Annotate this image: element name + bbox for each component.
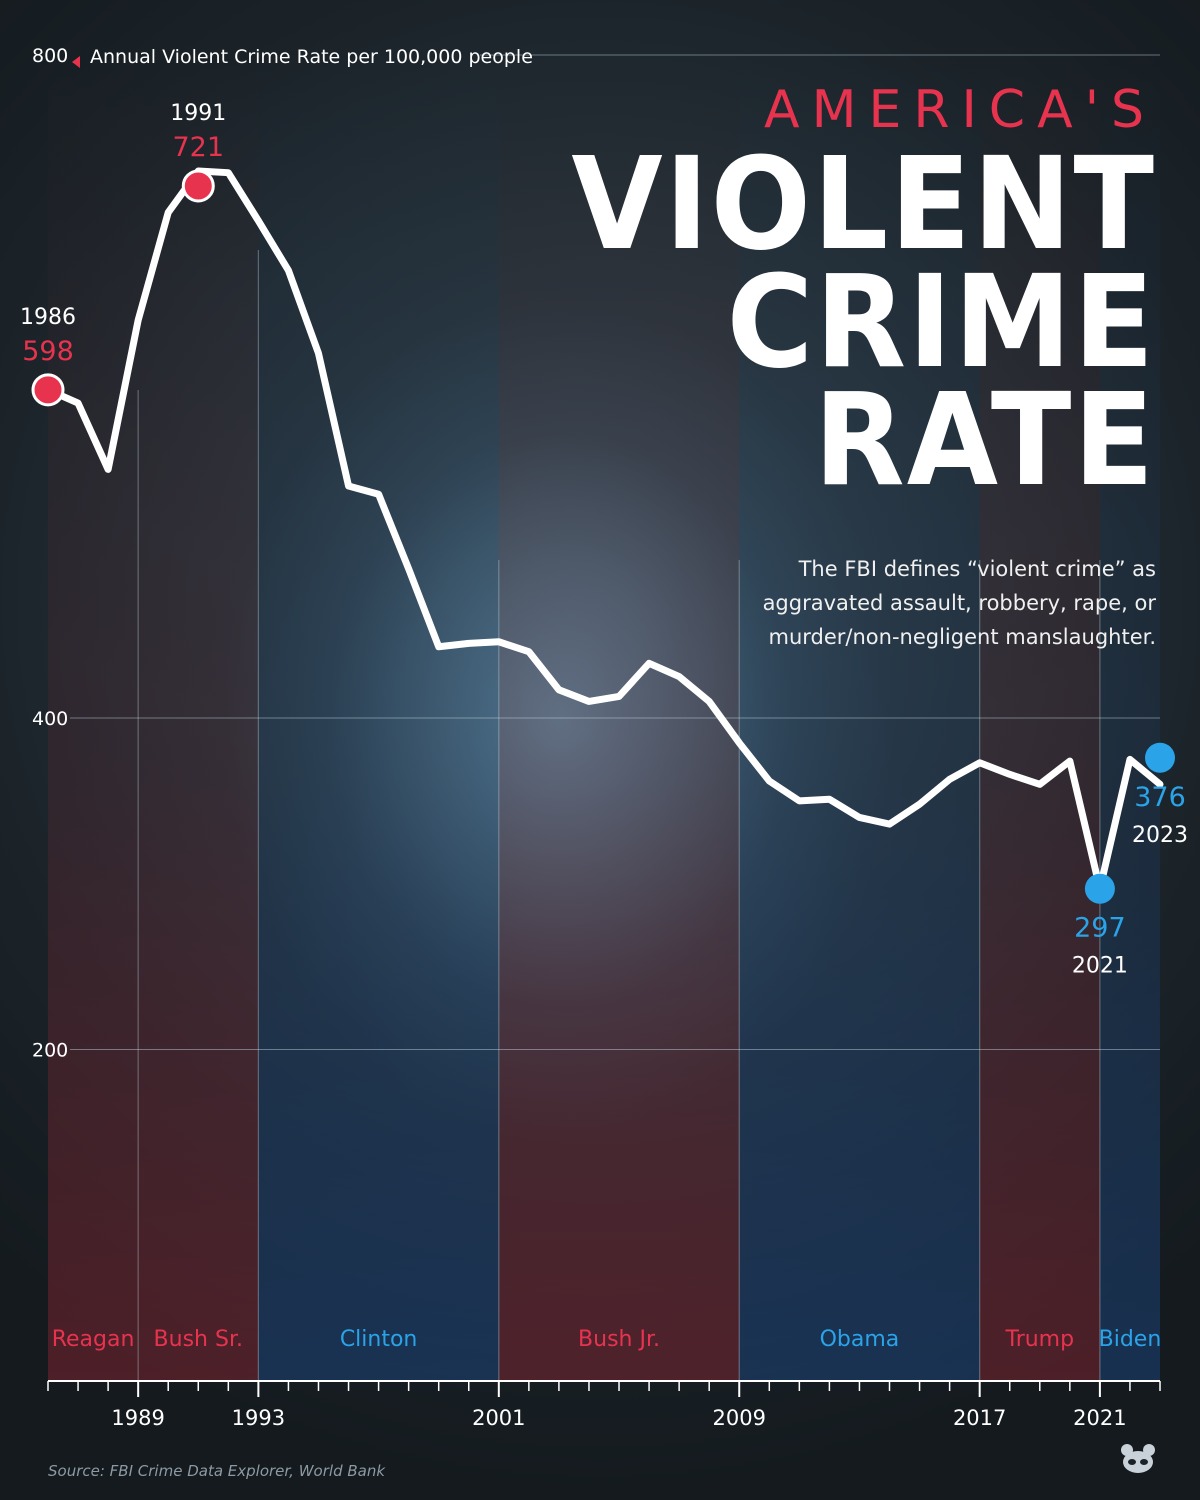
x-tick-label: 2017 [953, 1406, 1006, 1430]
presidency-band [138, 55, 259, 1381]
y-tick-label: 200 [32, 1040, 68, 1062]
presidency-label: Bush Sr. [154, 1327, 243, 1352]
callout-value: 721 [172, 132, 224, 163]
y-tick-label: 800 [32, 45, 68, 67]
x-tick-label: 2009 [713, 1406, 766, 1430]
presidency-label: Trump [1004, 1327, 1074, 1352]
plot-area [31, 167, 1175, 904]
callout-marker [31, 373, 65, 407]
presidency-band [48, 55, 139, 1381]
callout-year: 1991 [170, 101, 226, 126]
presidency-label: Bush Jr. [578, 1327, 660, 1352]
presidency-label: Reagan [52, 1327, 135, 1352]
callout-year: 2021 [1072, 954, 1128, 979]
callout-value: 297 [1074, 913, 1126, 944]
presidency-band [739, 55, 980, 1381]
callout-value: 598 [22, 336, 74, 367]
source-note: Source: FBI Crime Data Explorer, World B… [48, 1462, 386, 1480]
callout-value: 376 [1134, 782, 1186, 813]
presidency-bands [48, 55, 1160, 1381]
title-line-violent: VIOLENT [571, 129, 1156, 279]
title-line-rate: RATE [813, 365, 1156, 515]
chart-labels: Reagan Bush Sr. Clinton Bush Jr. Obama Trump B… [20, 45, 1188, 1430]
title-kicker: AMERICA'S [764, 80, 1156, 140]
y-tick-label: 400 [32, 708, 68, 730]
chart-grid [70, 54, 1160, 1381]
callout-marker [1084, 873, 1115, 904]
presidency-band [979, 55, 1100, 1381]
callout-marker [1145, 742, 1175, 773]
x-tick-label: 1989 [111, 1406, 164, 1430]
axis-arrow-icon [72, 56, 80, 68]
x-tick-label: 2021 [1073, 1406, 1126, 1430]
x-tick-label: 2001 [472, 1406, 525, 1430]
presidency-band [1099, 55, 1160, 1381]
presidency-label: Clinton [340, 1327, 418, 1352]
presidency-label: Biden [1099, 1327, 1162, 1352]
title-block: AMERICA'S VIOLENT CRIME RATE [571, 80, 1156, 503]
title-line-crime: CRIME [726, 247, 1156, 397]
x-tick-label: 1993 [232, 1406, 285, 1430]
callout-marker [181, 169, 215, 203]
presidency-label: Obama [820, 1327, 900, 1352]
presidency-band [498, 55, 740, 1381]
violent-crime-rate-line [44, 167, 1164, 893]
definition-text: The FBI defines “violent crime” as aggra… [762, 557, 1156, 649]
y-axis-title: Annual Violent Crime Rate per 100,000 pe… [90, 46, 533, 68]
x-axis [47, 1380, 1161, 1397]
callout-year: 1986 [20, 305, 76, 330]
callout-year: 2023 [1132, 823, 1188, 848]
presidency-band [258, 55, 499, 1381]
